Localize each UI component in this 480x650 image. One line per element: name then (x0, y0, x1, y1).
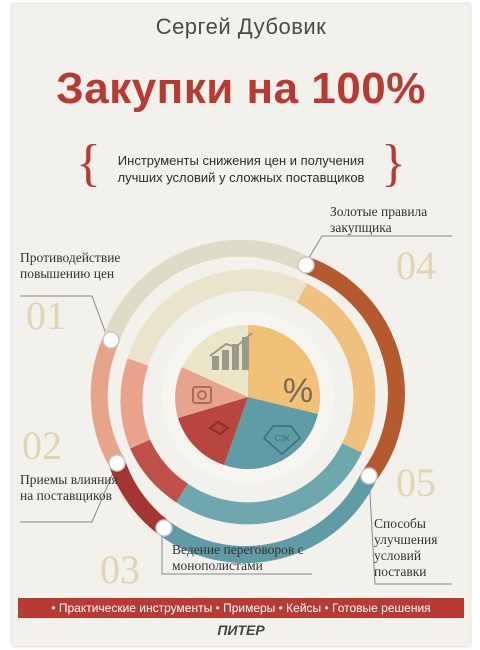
outer-ring-left (90, 336, 125, 468)
marker-01 (102, 331, 120, 349)
author-name: Сергей Дубовик (155, 14, 327, 39)
middle-ring (120, 269, 376, 525)
leader-line-03 (161, 530, 312, 575)
outer-ring-bottom (158, 472, 377, 564)
marker-05 (360, 467, 378, 485)
marker-04 (297, 256, 315, 274)
section-number-03: 03 (100, 547, 140, 592)
outer-ring-top (102, 239, 311, 343)
marker-03 (155, 519, 173, 537)
section-number-04: 04 (396, 243, 436, 288)
leader-line-01 (20, 295, 110, 343)
pie-slice-percent (248, 324, 321, 414)
leader-line-02 (20, 465, 117, 523)
marker-dots (102, 256, 378, 537)
book-title: Закупки на 100% (56, 64, 426, 113)
publisher-logo: ПИТЕР (217, 622, 265, 638)
book-cover: Сергей Дубовик Закупки на 100% { Инструм… (12, 4, 470, 646)
left-brace: { (76, 135, 101, 192)
pie-slice-badge (224, 397, 318, 470)
subtitle-block: { Инструменты снижения цен и получения л… (76, 138, 406, 200)
growth-chart-icon (209, 332, 253, 370)
section-label-03: Ведение переговоров с монополистами (172, 542, 304, 573)
safe-icon (192, 386, 212, 404)
pie-slice-red (178, 397, 248, 465)
badge-icon: СЗК (262, 425, 302, 456)
leader-line-04 (303, 235, 452, 267)
outer-ring-right (303, 257, 405, 482)
section-label-05: Способы улучшения условий поставки (374, 516, 438, 579)
section-number-05: 05 (396, 460, 436, 505)
leader-lines (20, 235, 452, 585)
ring-diagram: % СЗК (20, 235, 452, 585)
section-number-01: 01 (26, 293, 66, 338)
section-label-02: Приемы влияния на поставщиков (20, 472, 118, 503)
marker-02 (108, 454, 126, 472)
section-label-04: Золотые правила закупщика (330, 204, 428, 235)
subtitle: Инструменты снижения цен и получения луч… (117, 153, 365, 185)
badge-text: СЗК (274, 434, 290, 443)
section-number-02: 02 (22, 423, 62, 468)
money-icon (208, 420, 230, 436)
footer-banner: • Практические инструменты • Примеры • К… (18, 598, 464, 618)
leader-line-05 (368, 475, 452, 585)
percent-icon: % (283, 372, 313, 410)
right-brace: } (381, 135, 406, 192)
section-label-01: Противодействие повышению цен (20, 250, 121, 281)
